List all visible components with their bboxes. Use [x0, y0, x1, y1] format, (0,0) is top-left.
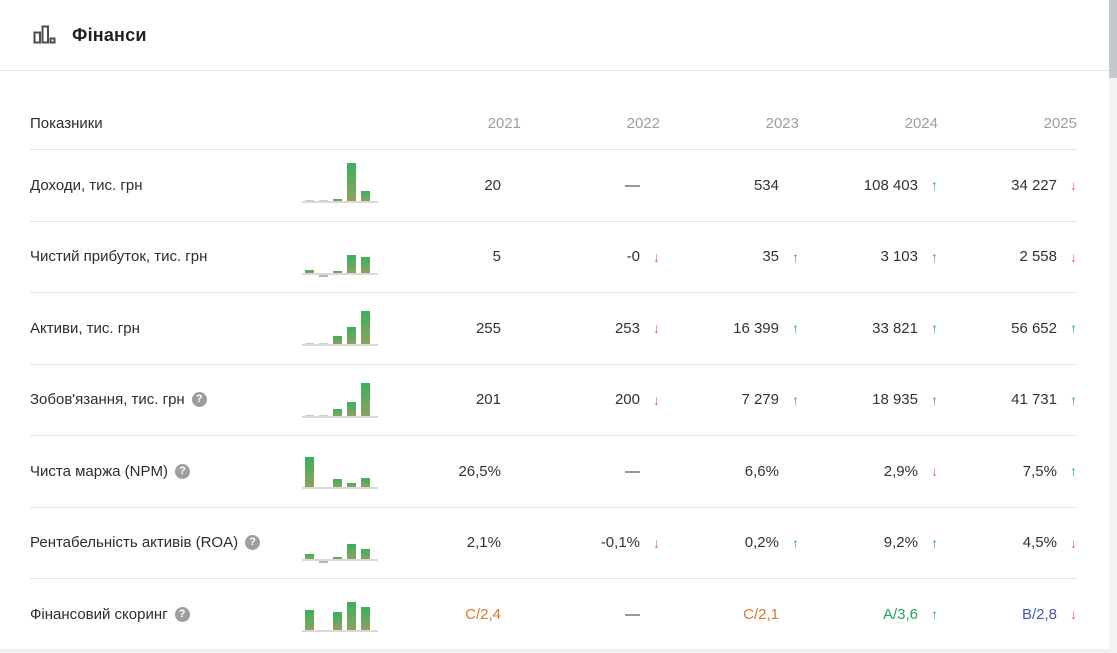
trend-up-icon: ↑: [931, 534, 938, 551]
value-cell: 34 227 ↓: [1011, 176, 1077, 194]
year-header-2023: 2023: [765, 115, 799, 132]
help-icon[interactable]: ?: [174, 463, 190, 479]
trend-up-icon: ↑: [1070, 463, 1077, 480]
value-cell: 3 103 ↑: [880, 248, 938, 266]
value-cell: 7,5% ↑: [1022, 462, 1077, 480]
value-cell: -0 ↓: [626, 248, 660, 266]
value-cell: 201: [475, 391, 501, 409]
trend-up-icon: ↑: [931, 177, 938, 194]
value-cell: 7 279 ↑: [741, 391, 799, 409]
trend-down-icon: ↓: [931, 463, 938, 480]
year-header-2025: 2025: [1043, 115, 1077, 132]
trend-up-icon: ↑: [1070, 391, 1077, 408]
row-label: Рентабельність активів (ROA): [30, 534, 239, 552]
trend-down-icon: ↓: [653, 391, 660, 408]
value-cell: 33 821 ↑: [872, 319, 938, 337]
table-row: Чистий прибуток, тис. грн 5 -0 ↓ 35 ↑ 3 103 ↑ 2 …: [30, 222, 1077, 293]
bottom-edge-divider: [0, 649, 1109, 653]
value-cell: 20: [484, 176, 501, 194]
row-label: Чистий прибуток, тис. грн: [30, 248, 208, 266]
row-label: Чиста маржа (NPM): [30, 462, 168, 480]
bar-chart-icon: [31, 22, 57, 48]
table-row: Зобов'язання, тис. грн? 201 200 ↓ 7 279 ↑ 18 9…: [30, 365, 1077, 436]
sparkline-chart: [302, 161, 378, 209]
value-cell: 4,5% ↓: [1022, 534, 1077, 552]
finance-table-body: Доходи, тис. грн 20 — 534 108 403 ↑ 34 227 ↓ Чис…: [0, 150, 1117, 651]
value-cell: —: [625, 605, 640, 623]
trend-up-icon: ↑: [931, 391, 938, 408]
vertical-scrollbar-thumb[interactable]: [1109, 0, 1117, 78]
sparkline-chart: [302, 233, 378, 281]
sparkline-chart: [302, 447, 378, 495]
sparkline-chart: [302, 590, 378, 638]
trend-up-icon: ↑: [1070, 320, 1077, 337]
trend-up-icon: ↑: [792, 534, 799, 551]
value-cell: 41 731 ↑: [1011, 391, 1077, 409]
trend-down-icon: ↓: [1070, 606, 1077, 623]
row-label: Зобов'язання, тис. грн: [30, 391, 185, 409]
value-cell: 2 558 ↓: [1019, 248, 1077, 266]
trend-up-icon: ↑: [792, 248, 799, 265]
help-icon[interactable]: ?: [174, 606, 190, 622]
finance-section-header: Фінанси: [0, 0, 1117, 71]
value-cell: 9,2% ↑: [883, 534, 938, 552]
year-header-2024: 2024: [904, 115, 938, 132]
table-header-row: Показники 2021 2022 2023 2024 2025: [30, 71, 1077, 150]
year-header-2021: 2021: [487, 115, 521, 132]
value-cell: 18 935 ↑: [872, 391, 938, 409]
sparkline-chart: [302, 304, 378, 352]
value-cell: —: [625, 462, 640, 480]
table-row: Чиста маржа (NPM)? 26,5% — 6,6% 2,9% ↓ 7,5% ↑: [30, 436, 1077, 508]
value-cell: C/2,4: [465, 605, 501, 623]
trend-down-icon: ↓: [1070, 177, 1077, 194]
sparkline-chart: [302, 376, 378, 424]
value-cell: 255: [475, 319, 501, 337]
row-label: Фінансовий скоринг: [30, 605, 168, 623]
row-label: Доходи, тис. грн: [30, 176, 143, 194]
trend-up-icon: ↑: [792, 320, 799, 337]
value-cell: -0,1% ↓: [600, 534, 660, 552]
finance-table: Показники 2021 2022 2023 2024 2025 Доход…: [0, 71, 1117, 651]
value-cell: 35 ↑: [762, 248, 799, 266]
trend-down-icon: ↓: [653, 320, 660, 337]
value-cell: 16 399 ↑: [733, 319, 799, 337]
year-header-2022: 2022: [626, 115, 660, 132]
value-cell: 2,9% ↓: [883, 462, 938, 480]
value-cell: C/2,1: [743, 605, 779, 623]
value-cell: —: [625, 176, 640, 194]
value-cell: B/2,8 ↓: [1021, 605, 1077, 623]
table-row: Доходи, тис. грн 20 — 534 108 403 ↑ 34 227 ↓: [30, 150, 1077, 222]
trend-up-icon: ↑: [931, 606, 938, 623]
value-cell: 6,6%: [744, 462, 779, 480]
trend-up-icon: ↑: [931, 320, 938, 337]
trend-up-icon: ↑: [931, 248, 938, 265]
value-cell: 108 403 ↑: [863, 176, 938, 194]
trend-down-icon: ↓: [1070, 534, 1077, 551]
trend-down-icon: ↓: [653, 248, 660, 265]
trend-down-icon: ↓: [1070, 248, 1077, 265]
help-icon[interactable]: ?: [245, 535, 261, 551]
sparkline-chart: [302, 519, 378, 567]
value-cell: 26,5%: [458, 462, 501, 480]
value-cell: 253 ↓: [614, 319, 660, 337]
help-icon[interactable]: ?: [191, 392, 207, 408]
indicators-column-header: Показники: [30, 115, 103, 132]
value-cell: 5: [492, 248, 501, 266]
value-cell: 2,1%: [466, 534, 501, 552]
value-cell: 534: [753, 176, 779, 194]
section-title: Фінанси: [72, 24, 147, 45]
table-row: Активи, тис. грн 255 253 ↓ 16 399 ↑ 33 821 ↑ 56 …: [30, 293, 1077, 365]
value-cell: A/3,6 ↑: [882, 605, 938, 623]
vertical-scrollbar-track[interactable]: [1109, 0, 1117, 653]
table-row: Рентабельність активів (ROA)? 2,1% -0,1% ↓ 0…: [30, 508, 1077, 579]
value-cell: 200 ↓: [614, 391, 660, 409]
value-cell: 0,2% ↑: [744, 534, 799, 552]
trend-up-icon: ↑: [792, 391, 799, 408]
trend-down-icon: ↓: [653, 534, 660, 551]
row-label: Активи, тис. грн: [30, 319, 140, 337]
value-cell: 56 652 ↑: [1011, 319, 1077, 337]
table-row: Фінансовий скоринг? C/2,4 — C/2,1 A/3,6 ↑ B/2,…: [30, 579, 1077, 651]
